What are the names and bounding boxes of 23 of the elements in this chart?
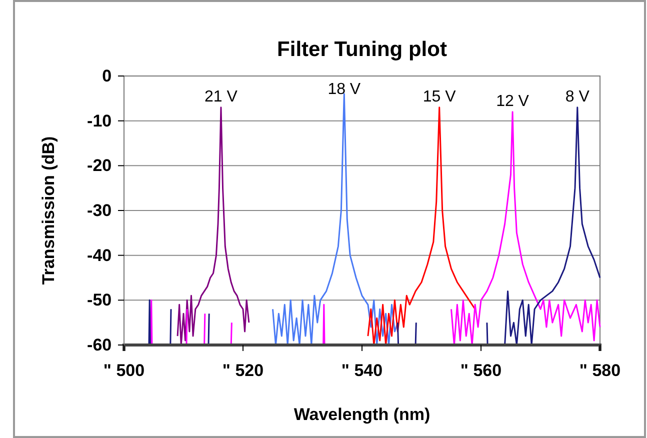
y-tick-label: -60 [87, 335, 112, 354]
line-series [367, 106, 476, 346]
line-series [272, 93, 398, 346]
chart-title: Filter Tuning plot [277, 38, 447, 61]
y-tick-label: -50 [87, 290, 112, 310]
y-tick-label: -10 [87, 111, 112, 130]
y-tick-label: -30 [87, 200, 112, 220]
x-tick-label: " 560 [460, 361, 502, 380]
series-label: 15 V [422, 88, 456, 106]
line-series [176, 106, 250, 346]
series-label: 18 V [328, 81, 361, 98]
x-tick-label: " 520 [222, 361, 264, 380]
y-tick-label: -20 [87, 156, 112, 176]
x-axis-title: Wavelength (nm) [294, 405, 430, 424]
x-tick-label: " 540 [341, 361, 383, 380]
x-tick-label: " 500 [103, 361, 145, 380]
series-label: 8 V [565, 88, 590, 106]
series-label: 21 V [204, 88, 238, 106]
y-tick-label: 0 [102, 66, 112, 86]
y-axis-title: Transmission (dB) [39, 136, 58, 285]
x-tick-label: " 580 [579, 361, 621, 380]
y-tick-label: -40 [87, 246, 112, 265]
series-label: 12 V [496, 92, 530, 110]
